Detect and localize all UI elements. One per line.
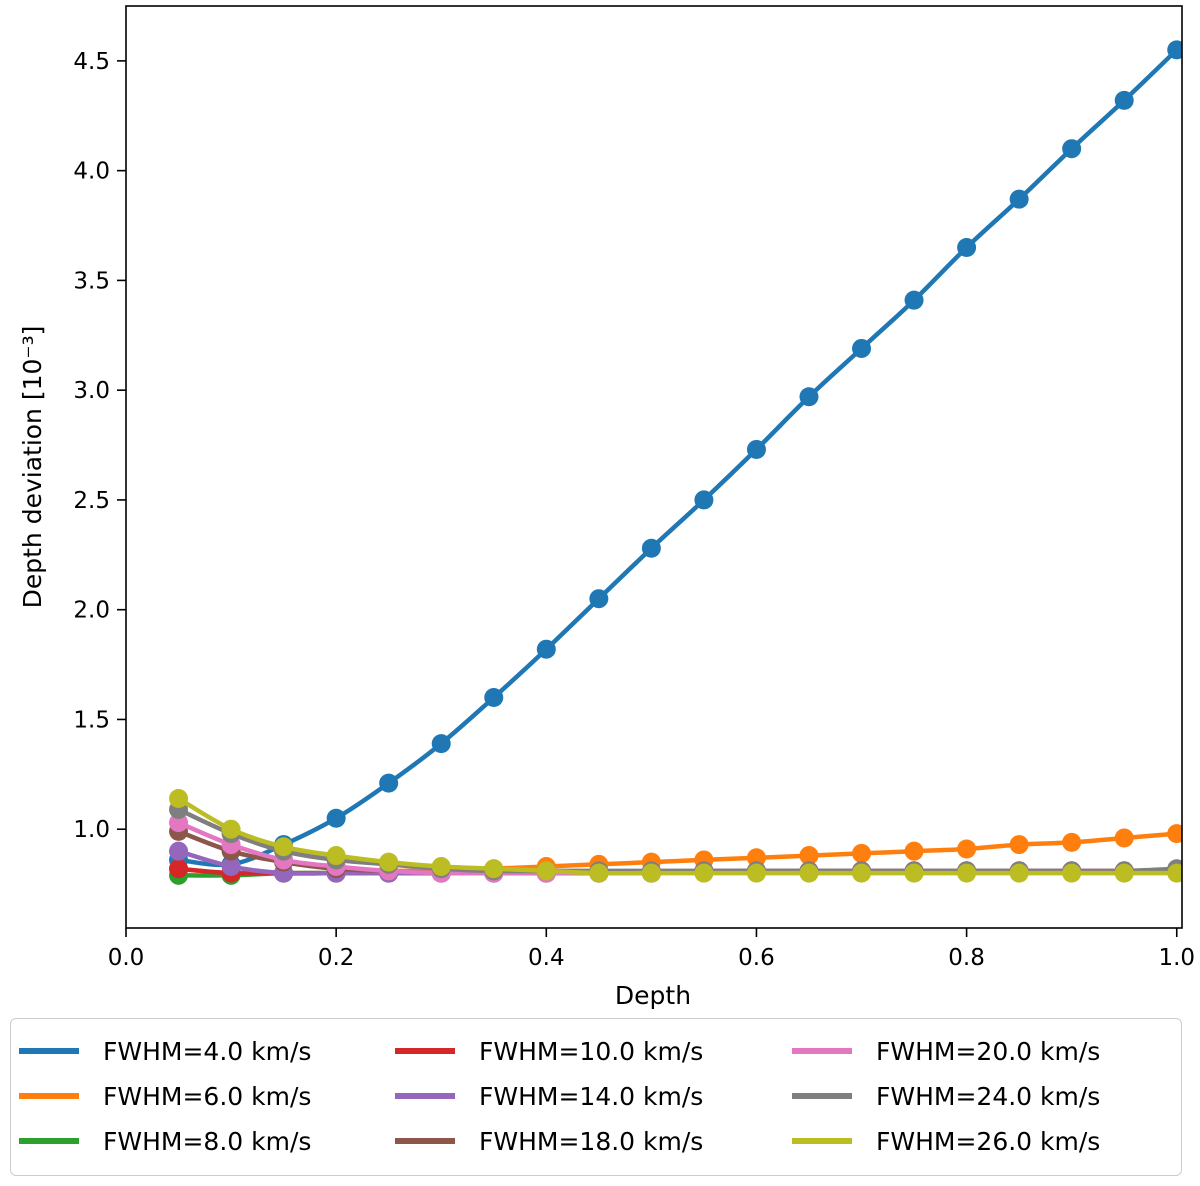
x-tick-label: 0.6 <box>738 945 775 971</box>
legend-item: FWHM=18.0 km/s <box>395 1119 703 1163</box>
legend-label: FWHM=14.0 km/s <box>479 1081 704 1111</box>
legend-label: FWHM=8.0 km/s <box>103 1126 312 1156</box>
y-tick-label: 3.0 <box>73 378 110 404</box>
legend-label: FWHM=10.0 km/s <box>479 1036 704 1066</box>
y-tick-label: 2.0 <box>73 598 110 624</box>
legend-item: FWHM=10.0 km/s <box>395 1029 703 1073</box>
x-tick-label: 0.2 <box>318 945 355 971</box>
legend-swatch <box>19 1048 79 1054</box>
x-axis-title: Depth <box>615 981 691 1010</box>
legend: FWHM=4.0 km/s FWHM=6.0 km/s FWHM=8.0 km/s F… <box>10 1018 1182 1176</box>
legend-item: FWHM=24.0 km/s <box>792 1074 1100 1118</box>
series-line <box>178 48 1179 868</box>
y-tick-label: 3.5 <box>73 268 110 294</box>
x-tick-label: 1.0 <box>1158 945 1195 971</box>
line-chart: 0.0 0.2 0.4 0.6 0.8 1.0 1.0 1.5 2.0 2.5 3.0 3.5 4.0… <box>18 5 1195 1010</box>
plot-frame <box>125 5 1183 929</box>
legend-swatch <box>395 1138 455 1144</box>
legend-label: FWHM=20.0 km/s <box>876 1036 1101 1066</box>
legend-label: FWHM=24.0 km/s <box>876 1081 1101 1111</box>
legend-label: FWHM=18.0 km/s <box>479 1126 704 1156</box>
y-tick-label: 4.0 <box>73 159 110 185</box>
legend-swatch <box>19 1138 79 1144</box>
legend-label: FWHM=4.0 km/s <box>103 1036 312 1066</box>
y-tick-label: 1.5 <box>73 707 110 733</box>
series-8 <box>169 788 1182 883</box>
x-axis: 0.0 0.2 0.4 0.6 0.8 1.0 <box>108 928 1195 971</box>
y-tick-label: 2.5 <box>73 488 110 514</box>
y-axis: 1.0 1.5 2.0 2.5 3.0 3.5 4.0 4.5 <box>73 49 126 843</box>
legend-item: FWHM=14.0 km/s <box>395 1074 703 1118</box>
legend-swatch <box>395 1093 455 1099</box>
legend-swatch <box>395 1048 455 1054</box>
legend-label: FWHM=26.0 km/s <box>876 1126 1101 1156</box>
legend-item: FWHM=6.0 km/s <box>19 1074 311 1118</box>
legend-swatch <box>19 1093 79 1099</box>
legend-swatch <box>792 1048 852 1054</box>
legend-swatch <box>792 1138 852 1144</box>
legend-swatch <box>792 1093 852 1099</box>
x-tick-label: 0.4 <box>528 945 565 971</box>
y-tick-label: 1.0 <box>73 817 110 843</box>
series-0 <box>169 40 1182 874</box>
series-layer <box>169 40 1182 885</box>
y-tick-label: 4.5 <box>73 49 110 75</box>
legend-label: FWHM=6.0 km/s <box>103 1081 312 1111</box>
x-tick-label: 0.0 <box>108 945 145 971</box>
x-tick-label: 0.8 <box>948 945 985 971</box>
y-axis-title: Depth deviation [10⁻³] <box>18 326 47 609</box>
legend-item: FWHM=4.0 km/s <box>19 1029 311 1073</box>
legend-item: FWHM=20.0 km/s <box>792 1029 1100 1073</box>
legend-item: FWHM=8.0 km/s <box>19 1119 311 1163</box>
legend-item: FWHM=26.0 km/s <box>792 1119 1100 1163</box>
series-line <box>177 796 1177 876</box>
